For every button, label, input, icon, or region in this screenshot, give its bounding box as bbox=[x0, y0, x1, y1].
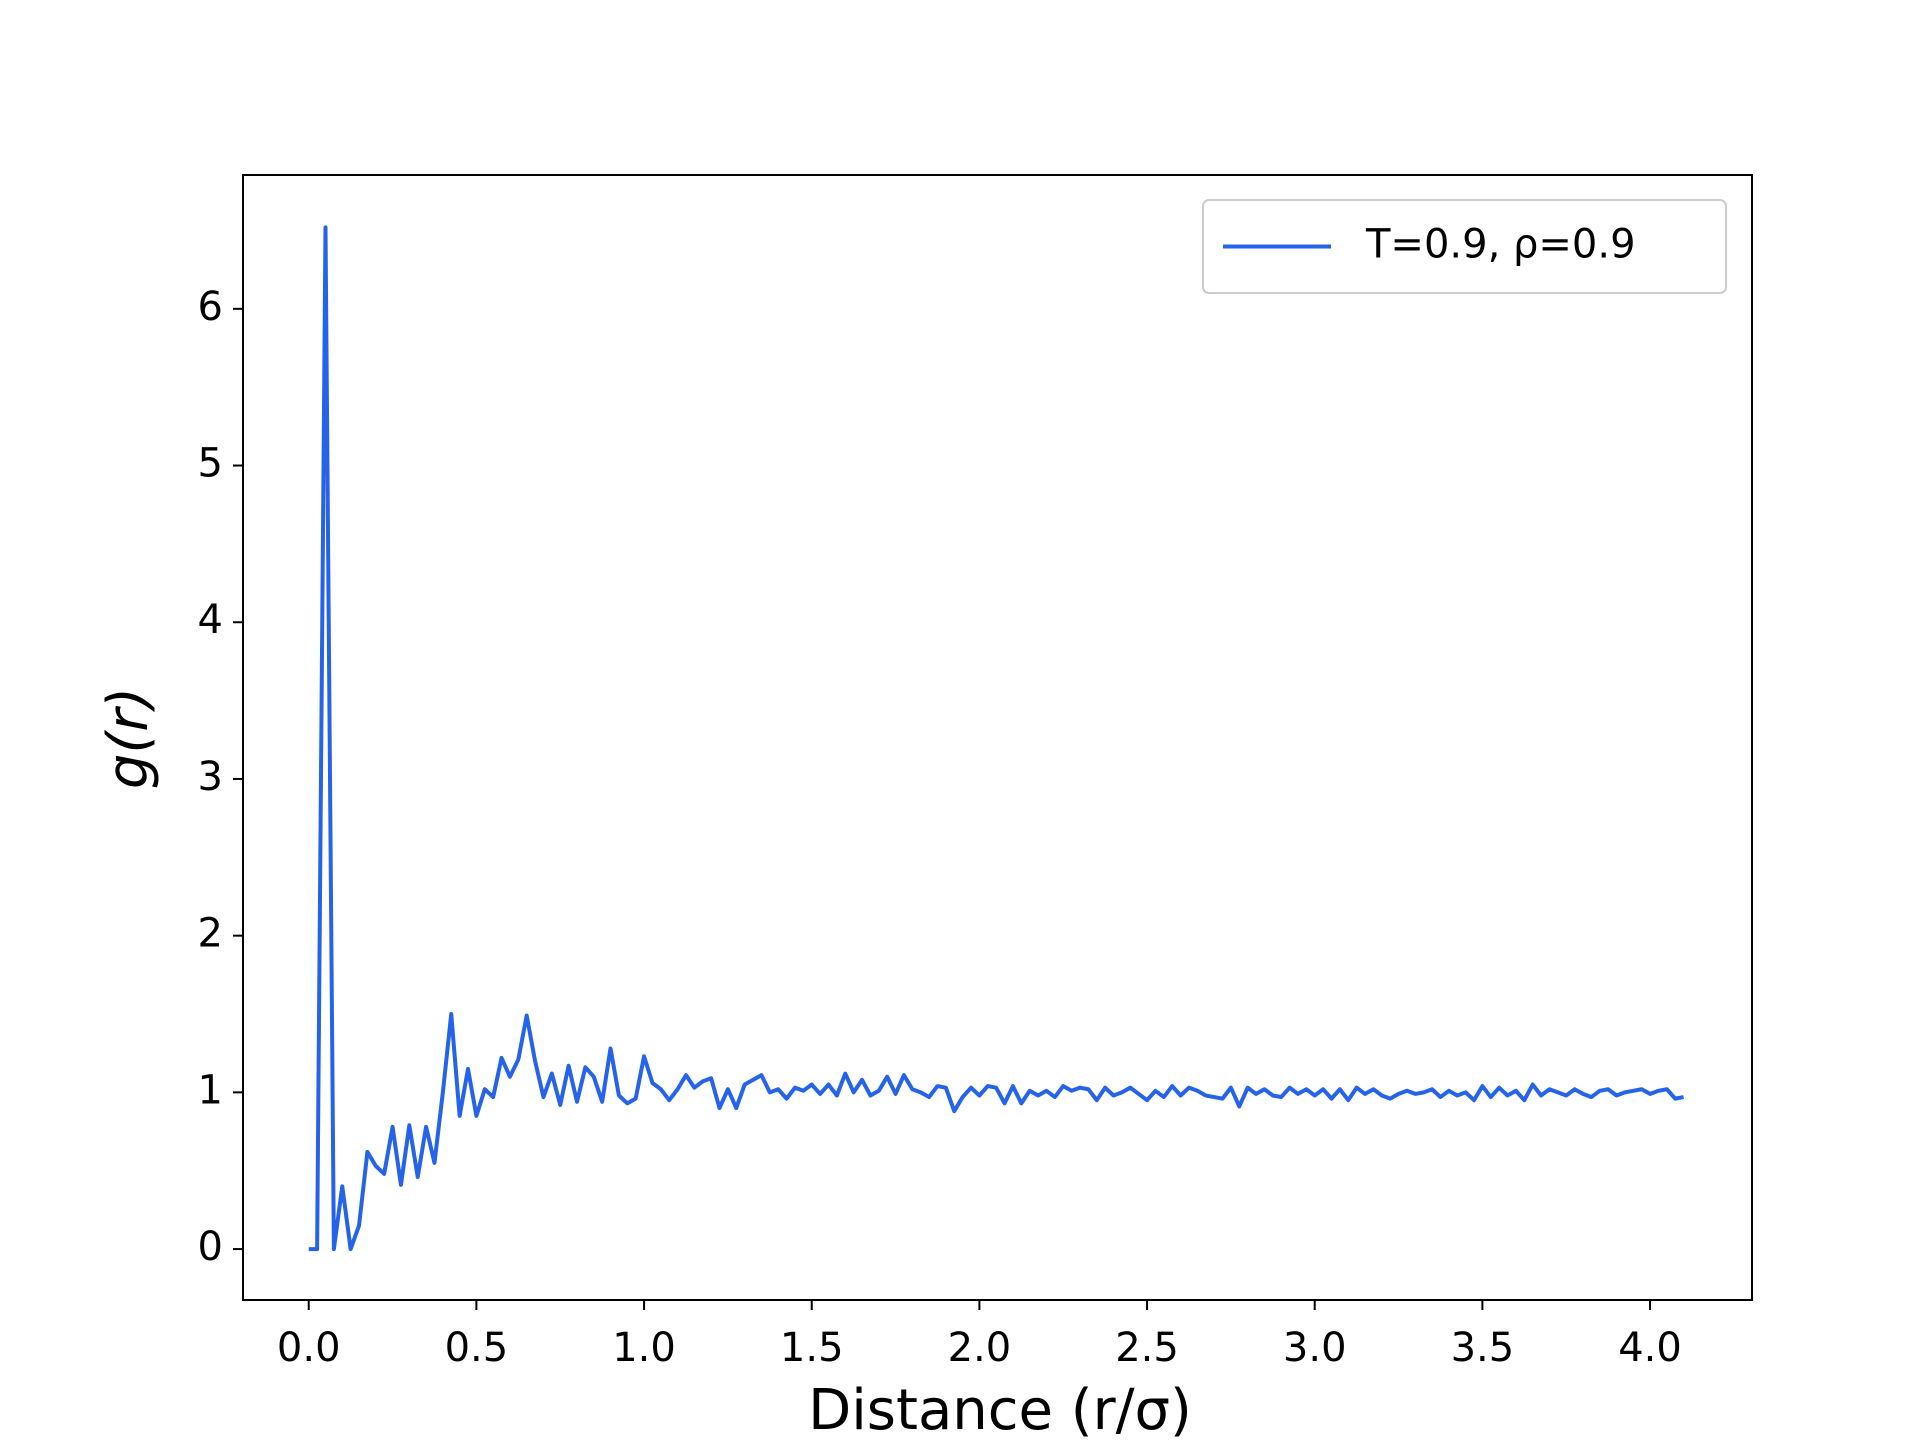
x-tick-label: 0.0 bbox=[277, 1325, 341, 1371]
y-tick-label: 5 bbox=[198, 441, 223, 487]
data-line bbox=[308, 225, 1684, 1252]
legend-box bbox=[1202, 199, 1727, 294]
plot-frame bbox=[242, 174, 1753, 1301]
x-tick-label: 0.5 bbox=[445, 1325, 509, 1371]
x-tick-label: 1.5 bbox=[780, 1325, 844, 1371]
x-tick-label: 2.5 bbox=[1115, 1325, 1179, 1371]
x-tick-label: 4.0 bbox=[1618, 1325, 1682, 1371]
y-tick-label: 2 bbox=[198, 911, 223, 957]
y-tick-label: 0 bbox=[198, 1224, 223, 1270]
x-tick-label: 3.0 bbox=[1283, 1325, 1347, 1371]
y-tick-label: 1 bbox=[198, 1067, 223, 1113]
y-axis-label: g(r) bbox=[96, 687, 161, 789]
x-tick-label: 2.0 bbox=[948, 1325, 1012, 1371]
x-axis-label: Distance (r/σ) bbox=[808, 1378, 1192, 1440]
legend-label: T=0.9, ρ=0.9 bbox=[1365, 222, 1636, 268]
x-tick-label: 1.0 bbox=[612, 1325, 676, 1371]
y-tick-label: 3 bbox=[198, 754, 223, 800]
y-tick-label: 4 bbox=[198, 597, 223, 643]
x-tick-label: 3.5 bbox=[1451, 1325, 1515, 1371]
y-tick-label: 6 bbox=[198, 284, 223, 330]
